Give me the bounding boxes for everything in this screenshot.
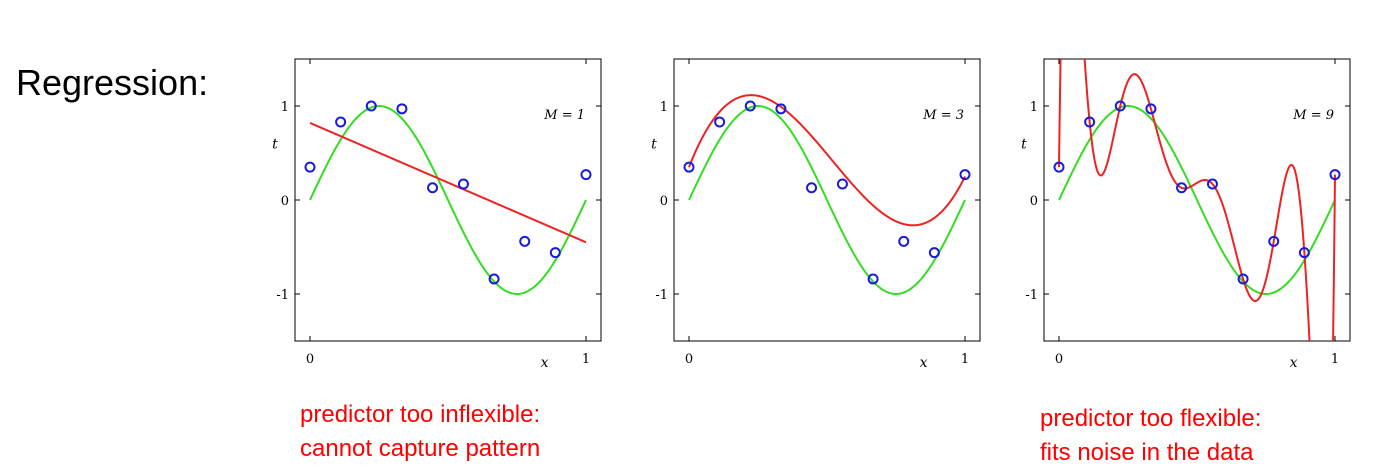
y-tick-label: 0 (281, 194, 289, 209)
data-point (304, 161, 316, 173)
data-point (1114, 100, 1126, 112)
x-tick-label: 1 (582, 352, 590, 367)
y-axis-label: t (651, 136, 657, 152)
data-point (1298, 247, 1310, 259)
model-order-label: M = 1 (543, 108, 585, 123)
data-point (1176, 182, 1188, 194)
true-function-curve (1058, 104, 1336, 296)
y-tick-label: 1 (1030, 100, 1038, 115)
data-point (1268, 235, 1280, 247)
fitted-curve (1058, 59, 1336, 341)
chart-svg: 1 0 -1 0 1 x t M = 1 (272, 58, 602, 371)
caption-inflexible-line2: cannot capture pattern (300, 435, 541, 462)
data-point (744, 100, 756, 112)
data-point (928, 247, 940, 259)
y-tick-label: -1 (1025, 288, 1038, 303)
y-tick-label: 0 (1030, 194, 1038, 209)
data-point (580, 169, 592, 181)
x-axis-label: x (1290, 355, 1298, 371)
data-point (335, 116, 347, 128)
y-tick-label: 1 (660, 100, 668, 115)
caption-flexible: predictor too flexible: fits noise in th… (1040, 402, 1261, 470)
x-tick-label: 1 (1331, 352, 1339, 367)
fitted-curve (309, 122, 587, 244)
x-axis-label: x (920, 355, 928, 371)
y-axis-label: t (272, 136, 278, 152)
caption-flexible-line1: predictor too flexible: (1040, 405, 1262, 432)
y-axis-label: t (1021, 136, 1027, 152)
data-point (519, 235, 531, 247)
data-point (457, 178, 469, 190)
caption-flexible-line2: fits noise in the data (1040, 439, 1254, 466)
data-point (806, 182, 818, 194)
chart-svg: 1 0 -1 0 1 x t M = 3 (651, 58, 981, 371)
caption-inflexible: predictor too inflexible: cannot capture… (300, 398, 540, 466)
data-point (427, 182, 439, 194)
data-point (1206, 178, 1218, 190)
data-point (396, 103, 408, 115)
data-point (959, 169, 971, 181)
fitted-curve (688, 94, 966, 227)
y-tick-label: 0 (660, 194, 668, 209)
data-point (867, 273, 879, 285)
y-tick-label: 1 (281, 100, 289, 115)
true-function-curve (309, 104, 587, 296)
chart-m3: 1 0 -1 0 1 x t M = 3 (641, 50, 981, 380)
x-tick-label: 0 (306, 352, 314, 367)
data-point (1053, 161, 1065, 173)
data-point (488, 273, 500, 285)
y-tick-label: -1 (655, 288, 668, 303)
model-order-label: M = 9 (1292, 108, 1334, 123)
data-point (898, 235, 910, 247)
data-point (683, 161, 695, 173)
data-point (549, 247, 561, 259)
data-point (1145, 103, 1157, 115)
slide-title: Regression: (16, 62, 209, 103)
data-point (714, 116, 726, 128)
true-function-curve (688, 104, 966, 296)
data-point (836, 178, 848, 190)
x-tick-label: 1 (961, 352, 969, 367)
caption-inflexible-line1: predictor too inflexible: (300, 401, 541, 428)
data-point (1084, 116, 1096, 128)
x-tick-label: 0 (685, 352, 693, 367)
y-tick-label: -1 (276, 288, 289, 303)
x-axis-label: x (541, 355, 549, 371)
data-point (775, 103, 787, 115)
model-order-label: M = 3 (922, 108, 964, 123)
data-point (1329, 169, 1341, 181)
data-point (1237, 273, 1249, 285)
chart-m9: 1 0 -1 0 1 x t M = 9 (1011, 50, 1351, 380)
data-point (365, 100, 377, 112)
chart-svg: 1 0 -1 0 1 x t M = 9 (1021, 58, 1351, 371)
x-tick-label: 0 (1055, 352, 1063, 367)
chart-m1: 1 0 -1 0 1 x t M = 1 (262, 50, 602, 380)
